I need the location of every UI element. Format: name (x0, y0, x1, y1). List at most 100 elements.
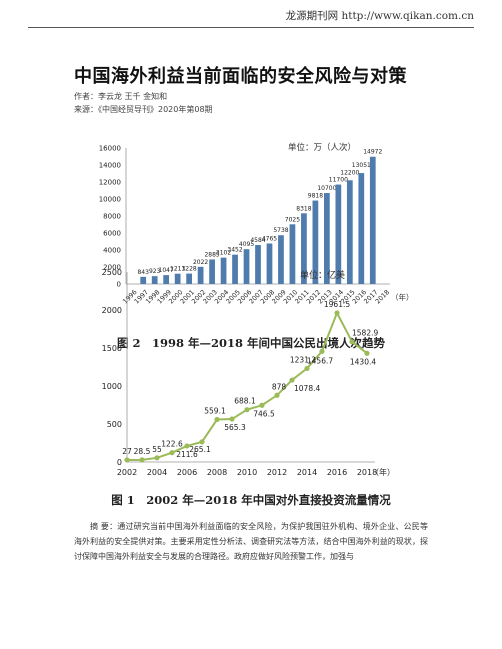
bar-value-label: 4765 (262, 235, 277, 242)
series-line (126, 310, 368, 461)
bar (243, 249, 250, 284)
author-line: 作者：李云龙 王千 金知和 (74, 92, 168, 101)
data-point (214, 416, 220, 423)
bar-value-label: 2022 (193, 259, 208, 266)
point-value-label: 27 (122, 447, 132, 456)
bar-value-label: 1047 (159, 267, 174, 274)
point-value-label: 265.1 (189, 445, 211, 454)
point-value-label: 1430.4 (350, 357, 376, 366)
point-value-label: 1961.5 (324, 300, 350, 309)
y-tick-label: 10000 (99, 196, 121, 204)
point-value-label: 688.1 (234, 397, 256, 406)
source-line: 来源：《中国经贸导刊》2020年第08期 (74, 105, 213, 114)
point-value-label: 1078.4 (294, 384, 320, 393)
x-tick-label: 2014 (297, 468, 317, 477)
bar (151, 276, 158, 284)
article-title: 中国海外利益当前面临的安全风险与对策 (74, 66, 407, 87)
bar (232, 254, 238, 284)
figure-1-caption: 图 1 2002 年—2018 年中国对外直接投资流量情况 (111, 493, 391, 507)
point-value-label: 1456.7 (307, 356, 333, 365)
bar-value-label: 12200 (340, 169, 359, 176)
data-point (289, 377, 295, 383)
data-point (184, 443, 190, 449)
data-point (229, 416, 235, 422)
y-tick-label: 0 (117, 458, 122, 467)
bar-chart-figure-2: 0200040006000800010000120001400016000199… (99, 142, 414, 306)
point-value-label: 55 (152, 445, 162, 454)
bar-value-label: 13051 (352, 162, 371, 169)
bar (209, 259, 215, 284)
site-header[interactable]: 龙源期刊网 http://www.qikan.com.cn (28, 8, 474, 28)
point-value-label: 1231.2 (290, 355, 316, 364)
bar-value-label: 3102 (216, 250, 231, 257)
x-tick-label: 2010 (237, 468, 257, 477)
y-tick-label: 2500 (102, 268, 122, 277)
y-tick-label: 14000 (99, 162, 121, 170)
x-tick-label: 2018 (357, 468, 377, 477)
bar (197, 266, 204, 284)
x-tick-label: 2012 (267, 468, 287, 477)
point-value-label: 746.5 (253, 409, 275, 418)
bar (220, 257, 227, 284)
bar-value-label: 4584 (250, 237, 265, 244)
bar (255, 245, 261, 284)
point-value-label: 28.5 (134, 447, 151, 456)
data-point (349, 339, 355, 345)
data-point (319, 348, 325, 354)
point-value-label: 1582.9 (352, 329, 378, 338)
y-tick-label: 12000 (99, 179, 121, 187)
point-value-label: 122.6 (161, 440, 183, 449)
x-tick-label: 2002 (117, 468, 137, 477)
bar-value-label: 923 (149, 268, 161, 275)
point-value-label: 559.1 (204, 407, 226, 416)
data-point (199, 439, 205, 445)
bar-value-label: 1213 (170, 266, 185, 273)
y-tick-label: 2000 (102, 306, 122, 315)
bar-value-label: 843 (137, 269, 149, 276)
bar-value-label: 8318 (296, 205, 311, 212)
x-tick-label: 2008 (207, 468, 227, 477)
data-point (274, 392, 280, 398)
y-tick-label: 6000 (103, 230, 121, 238)
x-tick-label: 2004 (147, 468, 167, 477)
bar (358, 173, 365, 284)
point-value-label: 878 (272, 382, 287, 391)
y-tick-label: 0 (117, 281, 121, 289)
point-value-label: 565.3 (224, 423, 246, 432)
bar (163, 275, 170, 284)
data-point (304, 365, 310, 372)
bar (312, 200, 319, 284)
y-tick-label: 8000 (103, 213, 121, 221)
bar-value-label: 3452 (227, 247, 242, 254)
y-tick-label: 2000 (103, 264, 121, 272)
bar-value-label: 10700 (317, 185, 336, 192)
y-tick-label: 500 (107, 420, 122, 429)
line-chart-figure-1: 0 500 1000 1500 2000 2500 2002 2004 2006 2008 2010… (102, 268, 395, 477)
abstract-paragraph: 摘 要：通过研究当前中国海外利益面临的安全风险，为保护我国驻外机构、境外企业、公… (74, 522, 428, 561)
bar (186, 273, 192, 284)
data-point (124, 457, 130, 463)
unit-label: 单位：万（人次） (288, 142, 356, 153)
data-point (244, 407, 250, 413)
y-tick-label: 4000 (103, 247, 121, 255)
bar-value-label: 14972 (363, 149, 382, 156)
data-point (169, 450, 175, 456)
data-point (334, 310, 340, 316)
data-point (364, 350, 370, 356)
bar (369, 156, 376, 284)
y-tick-label: 1500 (102, 344, 122, 353)
bar-value-label: 1228 (181, 266, 196, 273)
data-point (259, 402, 265, 408)
y-tick-label: 1000 (102, 382, 122, 391)
bar-value-label: 4095 (239, 241, 254, 248)
bar-value-label: 7025 (285, 216, 300, 223)
bar (289, 224, 296, 284)
bar-value-label: 11700 (329, 177, 348, 184)
x-unit-label: （年） (371, 467, 395, 477)
bar-value-label: 2885 (204, 251, 219, 258)
data-point (139, 457, 145, 463)
data-point (154, 455, 160, 461)
x-unit-label: （年） (391, 292, 414, 302)
y-tick-label: 16000 (99, 145, 121, 153)
bar (335, 184, 342, 284)
